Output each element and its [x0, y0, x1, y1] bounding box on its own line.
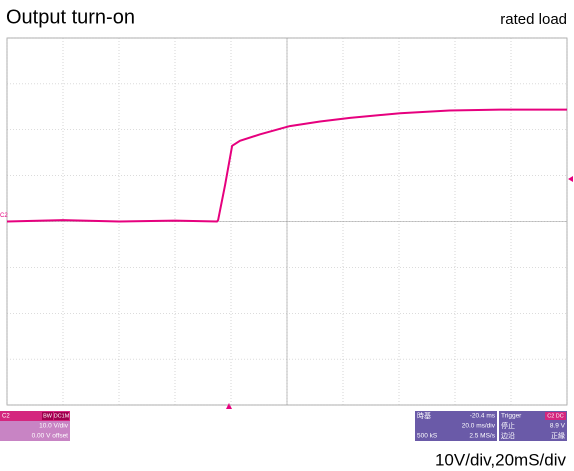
panel-text: Trigger — [501, 413, 522, 420]
trace-label: C2 — [0, 213, 8, 219]
panel-text: 500 kS — [417, 433, 438, 440]
panel-text: C2 DC — [547, 413, 564, 419]
badge — [42, 412, 53, 420]
panel-text: 10.0 V/div — [39, 423, 69, 430]
trigger-position-marker — [226, 403, 232, 409]
panel-text: -20.4 ms — [470, 413, 496, 420]
trace — [6, 108, 567, 223]
chart-title: Output turn-on — [6, 6, 135, 28]
footer: 10V/div,20mS/div — [435, 450, 567, 469]
panel-text: 8.9 V — [550, 423, 566, 430]
timebase-panel — [415, 411, 497, 441]
trigger-level-marker — [568, 176, 573, 182]
panel-text: BW — [43, 413, 53, 419]
panel-text: C2 — [2, 414, 10, 420]
panel-text: 0.00 V offset — [32, 433, 69, 440]
panel-text: 時基 — [417, 411, 431, 420]
panel-text: 边沿 — [501, 431, 515, 440]
panel-text: 停止 — [501, 421, 515, 430]
panel-text: 正緣 — [551, 431, 565, 440]
badge — [54, 412, 69, 420]
panel-text: 2.5 MS/s — [469, 433, 495, 440]
panel-text: 20.0 ms/div — [462, 423, 496, 430]
panel-text: DC1M — [54, 413, 70, 419]
channel-panel-header — [0, 411, 70, 421]
badge — [545, 412, 566, 420]
channel-panel-body — [0, 421, 70, 441]
annotation: rated load — [500, 11, 567, 28]
